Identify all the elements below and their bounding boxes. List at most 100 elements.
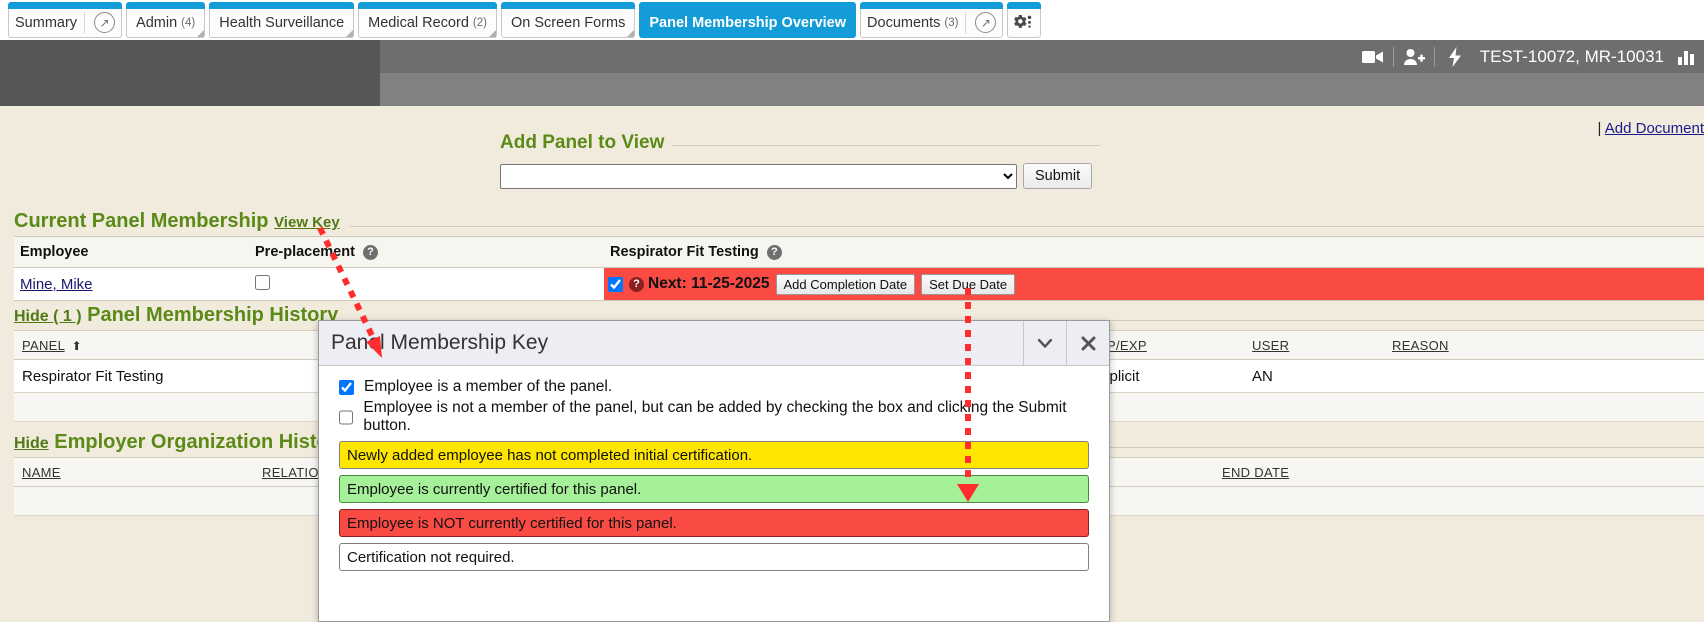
- chevron-down-icon: [1038, 338, 1052, 348]
- add-person-icon: [1403, 48, 1425, 65]
- key-unchecked-checkbox[interactable]: [339, 409, 354, 425]
- sort-ascending-icon[interactable]: ⬆: [71, 338, 82, 353]
- dialog-header-buttons: [1023, 321, 1109, 365]
- add-document-prefix: |: [1597, 120, 1602, 137]
- tab-divider: [965, 11, 967, 34]
- cell-employee: Mine, Mike: [14, 267, 249, 301]
- cell-spacer: [1084, 392, 1244, 422]
- column-panel-label[interactable]: PANEL: [22, 337, 65, 353]
- column-user: USER: [1244, 330, 1384, 360]
- tab-corner-icon: [346, 30, 354, 37]
- tab-divider: [84, 11, 86, 34]
- popout-arrow-icon[interactable]: ↗: [975, 12, 997, 33]
- column-user-label[interactable]: USER: [1252, 337, 1290, 353]
- current-panel-title: Current Panel Membership View Key: [14, 210, 350, 233]
- section-rule: [14, 226, 1704, 227]
- tab-documents[interactable]: Documents (3) ↗: [860, 2, 1004, 38]
- history-header: Hide ( 1 ) Panel Membership History: [14, 304, 1704, 330]
- tab-label: Health Surveillance: [219, 14, 345, 31]
- dialog-body: Employee is a member of the panel. Emplo…: [319, 366, 1109, 581]
- gear-icon: [1014, 14, 1032, 28]
- tab-count: (2): [472, 16, 487, 29]
- tab-admin[interactable]: Admin (4): [126, 2, 206, 38]
- tab-label: Admin: [136, 14, 178, 31]
- tab-label: Summary: [15, 14, 78, 31]
- respirator-status: ? Next: 11-25-2025 Add Completion Date S…: [604, 269, 1704, 299]
- key-unchecked-text: Employee is not a member of the panel, b…: [363, 399, 1067, 434]
- tab-count: (4): [181, 16, 196, 29]
- table-header-row: Employee Pre-placement ? Respirator Fit …: [14, 236, 1704, 268]
- column-name-label[interactable]: NAME: [22, 464, 61, 480]
- tab-list: Summary ↗ Admin (4) Health Surveillance …: [7, 2, 1042, 38]
- column-name: NAME: [14, 457, 254, 487]
- column-employee: Employee: [14, 236, 249, 268]
- popout-arrow-icon[interactable]: ↗: [94, 12, 116, 33]
- patient-photo-placeholder: [0, 40, 380, 106]
- tab-medical-record[interactable]: Medical Record (2): [358, 2, 497, 38]
- cell-user: AN: [1244, 359, 1384, 393]
- current-panel-membership-section: Current Panel Membership View Key Employ…: [14, 210, 1704, 301]
- submit-button[interactable]: Submit: [1023, 163, 1093, 189]
- column-imp-exp: IMP/EXP: [1084, 330, 1244, 360]
- legend-rule: [500, 145, 1100, 146]
- set-due-date-button[interactable]: Set Due Date: [921, 273, 1016, 295]
- question-mark-icon[interactable]: ?: [629, 276, 644, 292]
- key-checked-checkbox[interactable]: [339, 379, 354, 395]
- add-person-button[interactable]: [1397, 40, 1431, 73]
- video-camera-button[interactable]: [1356, 40, 1390, 73]
- header-divider: [1433, 46, 1435, 67]
- add-panel-legend: Add Panel to View: [500, 132, 1100, 154]
- preplacement-checkbox[interactable]: [255, 274, 270, 290]
- dialog-collapse-button[interactable]: [1023, 321, 1066, 365]
- view-key-link[interactable]: View Key: [274, 214, 340, 231]
- tab-label: Documents: [867, 14, 941, 31]
- employer-title-text: Employer Organization History: [54, 431, 348, 453]
- tab-label: Panel Membership Overview: [649, 14, 847, 31]
- header-actions: TEST-10072, MR-10031: [1356, 40, 1704, 73]
- history-title: Hide ( 1 ) Panel Membership History: [14, 304, 349, 327]
- add-document-link[interactable]: Add Document: [1604, 120, 1704, 137]
- key-bar-yellow: Newly added employee has not completed i…: [339, 441, 1089, 469]
- employer-title: Hide Employer Organization History: [14, 431, 358, 454]
- employer-hide-link[interactable]: Hide: [14, 435, 49, 452]
- bar-chart-icon: [1678, 50, 1694, 65]
- tab-corner-icon: [488, 30, 496, 37]
- tab-summary[interactable]: Summary ↗: [7, 2, 123, 38]
- dialog-close-button[interactable]: [1066, 321, 1109, 365]
- key-row-unchecked: Employee is not a member of the panel, b…: [339, 399, 1089, 435]
- question-mark-icon[interactable]: ?: [362, 244, 378, 260]
- history-hide-link[interactable]: Hide ( 1 ): [14, 308, 82, 325]
- column-end-date-label[interactable]: END DATE: [1222, 464, 1290, 480]
- table-row: Mine, Mike ? Next: 11-25-2025 Add Comple…: [14, 267, 1704, 301]
- column-respirator-label: Respirator Fit Testing: [610, 244, 759, 260]
- add-panel-title: Add Panel to View: [500, 132, 673, 154]
- add-completion-date-button[interactable]: Add Completion Date: [775, 273, 916, 295]
- tab-corner-icon: [627, 30, 635, 37]
- respirator-checkbox[interactable]: [608, 276, 623, 292]
- cell-imp-exp: Explicit: [1084, 359, 1244, 393]
- tab-label: On Screen Forms: [510, 14, 626, 31]
- reports-button[interactable]: [1670, 40, 1704, 73]
- add-panel-to-view-section: Add Panel to View Submit: [500, 132, 1100, 189]
- history-title-text: Panel Membership History: [87, 304, 339, 326]
- tab-panel-membership-overview[interactable]: Panel Membership Overview: [639, 2, 857, 38]
- tab-on-screen-forms[interactable]: On Screen Forms: [500, 2, 636, 38]
- employee-link[interactable]: Mine, Mike: [20, 275, 93, 293]
- tab-corner-icon: [197, 30, 205, 37]
- tab-bar: Summary ↗ Admin (4) Health Surveillance …: [0, 0, 1704, 40]
- question-mark-icon[interactable]: ?: [766, 244, 782, 260]
- lightning-bolt-icon: [1448, 46, 1461, 67]
- add-document-area: | Add Document: [1598, 120, 1704, 137]
- next-due-label: Next: 11-25-2025: [648, 275, 770, 292]
- settings-gear-button[interactable]: [1007, 2, 1042, 38]
- dialog-title: Panel Membership Key: [331, 331, 549, 354]
- tab-health-surveillance[interactable]: Health Surveillance: [209, 2, 355, 38]
- cell-reason: [1384, 359, 1704, 393]
- current-panel-title-text: Current Panel Membership: [14, 210, 269, 232]
- quick-action-button[interactable]: [1438, 40, 1472, 73]
- current-panel-header: Current Panel Membership View Key: [14, 210, 1704, 236]
- key-row-checked: Employee is a member of the panel.: [339, 378, 1089, 396]
- column-reason-label[interactable]: REASON: [1392, 337, 1449, 353]
- panel-select[interactable]: [500, 163, 1017, 189]
- patient-id-label: TEST-10072, MR-10031: [1479, 46, 1664, 66]
